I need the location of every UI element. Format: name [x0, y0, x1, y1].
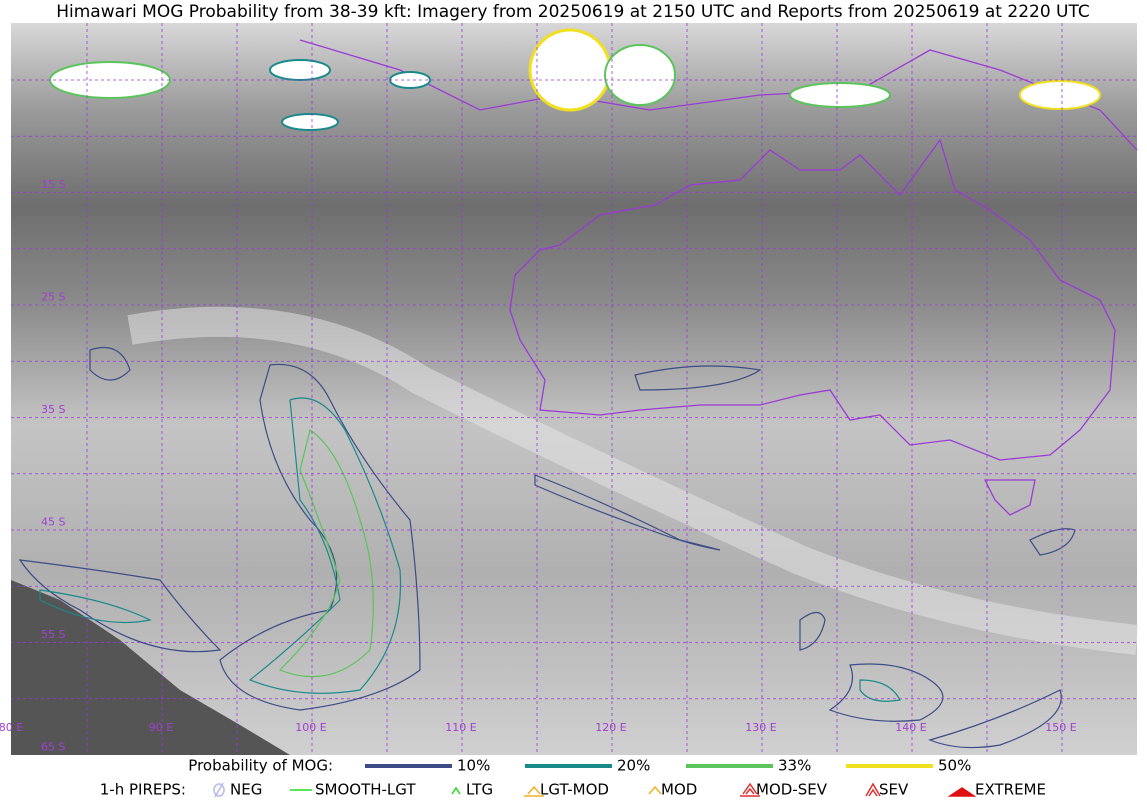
latitude-label: 35 S [41, 403, 65, 416]
legend-label: 10% [457, 757, 490, 775]
graticule [11, 23, 1137, 755]
pirep-icon [648, 785, 662, 795]
longitude-label: 130 E [745, 721, 776, 734]
legend-label: EXTREME [975, 781, 1046, 799]
longitude-label: 120 E [595, 721, 626, 734]
tasmania-coast [983, 479, 1036, 516]
longitude-label: 110 E [445, 721, 476, 734]
pirep-icon [947, 787, 977, 797]
legend-label: 33% [778, 757, 811, 775]
longitude-label: 150 E [1045, 721, 1076, 734]
cloud-band [127, 306, 1139, 655]
longitude-labels: 80 E 90 E 100 E 110 E 120 E 130 E 140 E 150 E [0, 721, 1077, 734]
legend-label: LGT-MOD [540, 781, 609, 799]
space-edge [11, 580, 290, 755]
pirep-icon [524, 785, 544, 797]
latitude-label: 65 S [41, 741, 65, 754]
longitude-label: 80 E [0, 721, 23, 734]
map-title: Himawari MOG Probability from 38-39 kft:… [56, 2, 1090, 22]
pireps-legend-label: 1-h PIREPS: [100, 781, 186, 799]
longitude-label: 100 E [295, 721, 326, 734]
legend-label: LTG [466, 781, 493, 799]
australia-coast [509, 138, 1116, 461]
satellite-imagery [11, 23, 1137, 755]
pirep-icon [451, 786, 461, 795]
latitude-label: 15 S [41, 178, 65, 191]
legend-label: 20% [617, 757, 650, 775]
latitude-label: 45 S [41, 516, 65, 529]
pirep-icon [865, 782, 881, 797]
longitude-label: 140 E [895, 721, 926, 734]
legend-label: 50% [938, 757, 971, 775]
indonesia-coast [299, 39, 1138, 151]
legend-label: MOD-SEV [756, 781, 828, 799]
legend-label: SEV [879, 781, 909, 799]
longitude-label: 90 E [149, 721, 173, 734]
map: 15 S 25 S 35 S 45 S 55 S 65 S 80 E 90 E 100 E 11… [0, 23, 1139, 755]
latitude-labels: 15 S 25 S 35 S 45 S 55 S 65 S [41, 178, 65, 754]
latitude-label: 55 S [41, 628, 65, 641]
legend-label: MOD [661, 781, 697, 799]
legend-label: SMOOTH-LGT [315, 781, 416, 799]
probability-legend-label: Probability of MOG: [188, 757, 333, 775]
pirep-icon [213, 782, 225, 798]
latitude-label: 25 S [41, 291, 65, 304]
legend-label: NEG [230, 781, 262, 799]
pirep-icon [740, 782, 760, 797]
legend: Probability of MOG: 1-h PIREPS: 10% 20% 33… [100, 757, 1046, 799]
